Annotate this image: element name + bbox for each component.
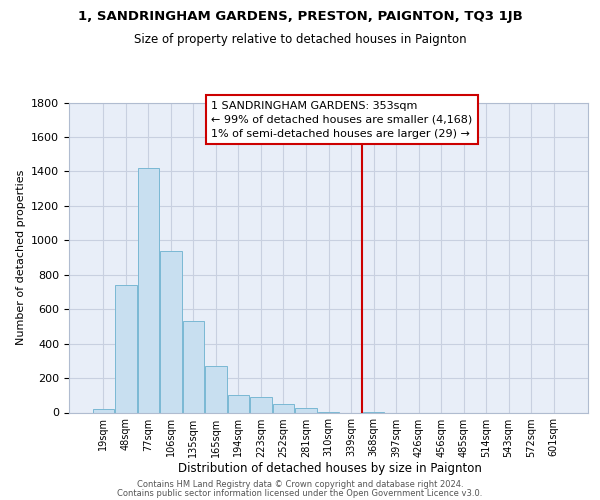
Text: 1 SANDRINGHAM GARDENS: 353sqm
← 99% of detached houses are smaller (4,168)
1% of: 1 SANDRINGHAM GARDENS: 353sqm ← 99% of d… [211,101,473,139]
Text: Distribution of detached houses by size in Paignton: Distribution of detached houses by size … [178,462,482,475]
Y-axis label: Number of detached properties: Number of detached properties [16,170,26,345]
Bar [182,321,204,412]
Text: Contains public sector information licensed under the Open Government Licence v3: Contains public sector information licen… [118,490,482,498]
Bar [205,366,227,412]
Text: Size of property relative to detached houses in Paignton: Size of property relative to detached ho… [134,32,466,46]
Bar [115,285,137,412]
Bar [92,409,114,412]
Bar [295,408,317,412]
Bar [273,404,294,412]
Text: 1, SANDRINGHAM GARDENS, PRESTON, PAIGNTON, TQ3 1JB: 1, SANDRINGHAM GARDENS, PRESTON, PAIGNTO… [77,10,523,23]
Bar [160,250,182,412]
Bar [228,396,249,412]
Bar [250,397,272,412]
Text: Contains HM Land Registry data © Crown copyright and database right 2024.: Contains HM Land Registry data © Crown c… [137,480,463,489]
Bar [137,168,159,412]
